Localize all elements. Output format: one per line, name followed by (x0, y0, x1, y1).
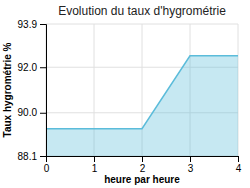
tick: 1 (92, 156, 98, 174)
marks (46, 56, 238, 156)
tick-mark (142, 156, 143, 162)
tick: 3 (188, 156, 194, 174)
tick-label: 2 (140, 163, 146, 174)
tick-label: 0 (44, 163, 50, 174)
tick-label: 90.0 (18, 107, 38, 118)
grid (46, 24, 238, 156)
tick-label: 92.0 (18, 62, 38, 73)
tick-mark (238, 156, 239, 162)
tick-mark (40, 113, 46, 114)
area (46, 56, 238, 156)
y-axis: 88.1 90.0 92.0 93.9 (18, 19, 47, 162)
tick-mark (40, 156, 46, 157)
tick-mark (190, 156, 191, 162)
tick-label: 3 (188, 163, 194, 174)
tick-label: 1 (92, 163, 98, 174)
tick-label: 88.1 (18, 151, 38, 162)
line (46, 56, 238, 129)
tick-label: 4 (236, 163, 242, 174)
tick: 2 (140, 156, 146, 174)
tick: 90.0 (18, 107, 46, 118)
tick: 93.9 (18, 19, 46, 30)
tick: 4 (236, 156, 242, 174)
plot: 0 1 2 3 4 88.1 90.0 92.0 93.9 (18, 19, 242, 174)
tick: 92.0 (18, 62, 46, 73)
grid-line (46, 24, 238, 25)
tick-mark (40, 67, 46, 68)
chart: 0 1 2 3 4 88.1 90.0 92.0 93.9 Evolution du taux d… (0, 0, 250, 188)
tick-mark (94, 156, 95, 162)
axis-domain (47, 157, 239, 163)
tick-mark (40, 24, 46, 25)
tick-label: 93.9 (18, 19, 38, 30)
x-axis-label: heure par heure (104, 174, 180, 185)
tick: 88.1 (18, 151, 46, 162)
y-axis-label: Taux hygrométrie % (2, 42, 13, 137)
x-axis: 0 1 2 3 4 (44, 156, 242, 174)
title: Evolution du taux d'hygrométrie (58, 4, 226, 18)
axis-domain (40, 25, 47, 157)
tick: 0 (44, 156, 50, 174)
